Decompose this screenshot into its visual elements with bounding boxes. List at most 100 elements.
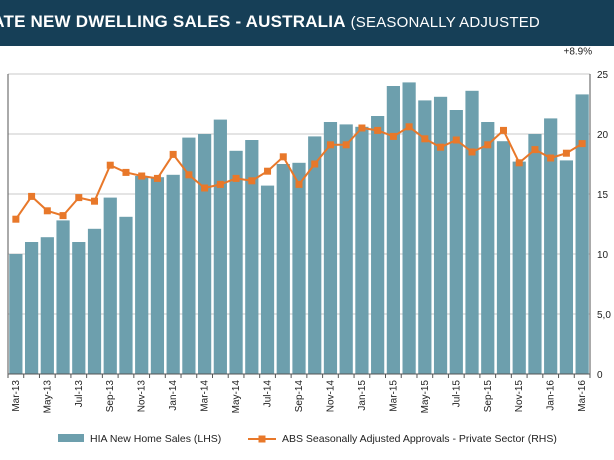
line-point	[75, 194, 83, 202]
line-series	[12, 123, 586, 223]
bar	[229, 150, 243, 374]
line-point	[43, 207, 51, 215]
bar	[292, 162, 306, 374]
bar	[355, 126, 369, 374]
line-point	[468, 148, 476, 156]
bar	[386, 86, 400, 374]
bar	[402, 82, 416, 375]
bar	[24, 242, 39, 374]
bar	[544, 118, 558, 375]
line-point	[185, 171, 193, 179]
y-tick-label: 10	[597, 250, 609, 261]
bar	[418, 100, 432, 375]
x-tick-label: Sep-15	[483, 380, 494, 413]
chart-title-bar: VATE NEW DWELLING SALES - AUSTRALIA (SEA…	[0, 0, 614, 46]
line-point	[531, 146, 539, 154]
legend-label-line: ABS Seasonally Adjusted Approvals - Priv…	[282, 433, 557, 445]
bar	[339, 124, 353, 375]
y-tick-label: 0	[597, 370, 603, 381]
bar	[575, 94, 589, 375]
bar	[371, 116, 385, 374]
line-point	[91, 197, 99, 205]
line-point	[153, 174, 161, 182]
y-tick-label: 25	[597, 70, 609, 81]
x-tick-label: Jan-16	[546, 380, 557, 411]
bar	[119, 216, 133, 374]
line-point	[169, 150, 177, 158]
x-tick-label: May-13	[42, 380, 53, 414]
line-point	[437, 143, 445, 151]
bar	[308, 136, 322, 374]
bar	[213, 119, 227, 374]
line-point	[342, 141, 350, 149]
legend-swatch-bars	[58, 434, 84, 442]
legend: HIA New Home Sales (LHS) ABS Seasonally …	[58, 433, 557, 445]
line-point	[216, 180, 224, 188]
x-tick-label: Jan-14	[168, 380, 179, 411]
x-tick-label: Mar-16	[577, 380, 588, 412]
bar	[150, 177, 165, 374]
line-point	[232, 174, 240, 182]
bar	[481, 122, 495, 374]
dwelling-sales-chart: Mar-13 May-13 Jul-13 Sep-13 Nov-13 Jan-14 Mar-…	[7, 46, 611, 445]
line-point	[389, 132, 397, 140]
bar	[449, 110, 463, 374]
x-tick-label: Nov-13	[137, 380, 148, 413]
x-tick-label: Nov-14	[325, 380, 336, 413]
line-point	[374, 126, 382, 134]
bar	[276, 164, 290, 374]
x-tick-labels: Mar-13 May-13 Jul-13 Sep-13 Nov-13 Jan-14 Mar-…	[11, 380, 588, 414]
line-point	[201, 184, 209, 192]
x-tick-label: Jul-13	[74, 380, 85, 408]
line-point	[515, 159, 523, 167]
x-tick-label: Nov-15	[514, 380, 525, 413]
x-tick-label: May-15	[420, 380, 431, 414]
bar-series	[9, 82, 589, 375]
line-point	[138, 172, 146, 180]
y-tick-label: 5,0	[597, 310, 611, 321]
x-tick-label: Sep-14	[294, 380, 305, 413]
x-tick-label: Mar-13	[11, 380, 22, 412]
x-tick-label: Mar-15	[388, 380, 399, 412]
chart-title: VATE NEW DWELLING SALES - AUSTRALIA (SEA…	[0, 12, 540, 32]
bar	[87, 228, 102, 374]
line-point	[248, 177, 256, 185]
bar	[72, 242, 86, 374]
bar	[56, 220, 70, 374]
bar	[40, 237, 54, 374]
y-right-tick-labels: 25 20 15 10 5,0 0	[597, 70, 611, 381]
line-point	[421, 135, 429, 143]
bar	[245, 140, 259, 374]
x-tick-label: Sep-13	[105, 380, 116, 413]
growth-annotation: +8.9%	[563, 46, 592, 57]
line-point	[106, 161, 114, 169]
x-tick-label: Mar-14	[200, 380, 211, 412]
line-point	[405, 123, 413, 131]
bar	[323, 122, 338, 374]
bar	[103, 197, 117, 374]
y-tick-label: 15	[597, 190, 609, 201]
line-point	[28, 192, 36, 200]
line-point	[547, 154, 555, 162]
bar	[260, 185, 275, 374]
line-point	[484, 141, 492, 149]
line-point	[326, 141, 334, 149]
x-tick-label: Jul-15	[451, 380, 462, 408]
bar	[166, 174, 180, 374]
y-tick-label: 20	[597, 130, 609, 141]
bar	[433, 96, 448, 375]
legend-label-bars: HIA New Home Sales (LHS)	[90, 433, 221, 445]
chart-title-sub: (SEASONALLY ADJUSTED	[350, 14, 540, 31]
bar	[182, 137, 196, 374]
bar	[512, 161, 526, 374]
bar	[528, 134, 542, 374]
bar	[559, 160, 574, 374]
line-point	[499, 126, 507, 134]
bar	[496, 141, 511, 374]
x-tick-label: May-14	[231, 380, 242, 414]
x-tick-label: Jan-15	[357, 380, 368, 411]
line-point	[578, 140, 586, 148]
bar	[465, 90, 479, 375]
line-point	[562, 149, 570, 157]
legend-marker-line	[258, 435, 266, 443]
